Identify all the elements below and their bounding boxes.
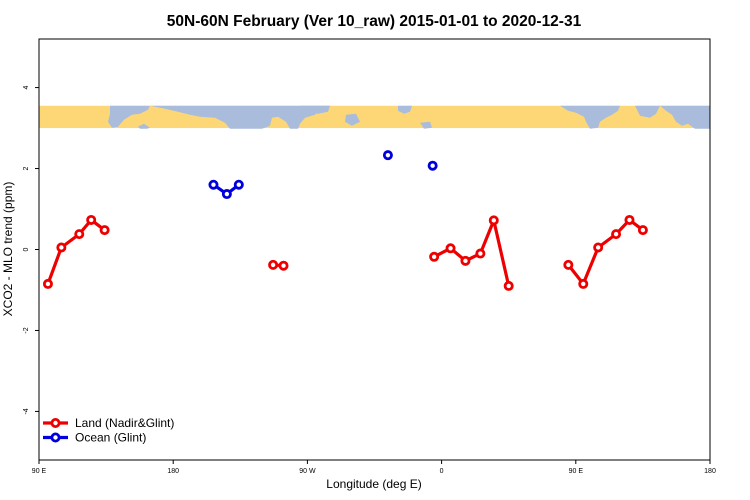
legend: Land (Nadir&Glint)Ocean (Glint) bbox=[43, 416, 174, 445]
map-band-ocean-1 bbox=[138, 123, 150, 129]
x-tick-label-1: 180 bbox=[167, 468, 179, 475]
map-band-ocean-8 bbox=[635, 105, 660, 118]
series-0-point-1-0 bbox=[268, 259, 279, 270]
series-0-point-0-0 bbox=[42, 278, 53, 289]
series-1 bbox=[208, 150, 438, 200]
map-band-ocean-9 bbox=[660, 105, 710, 129]
y-tick-label-3: 2 bbox=[23, 166, 30, 170]
chart-title: 50N-60N February (Ver 10_raw) 2015-01-01… bbox=[167, 13, 582, 30]
series-0-point-2-5 bbox=[503, 280, 514, 291]
map-band-ocean-6 bbox=[420, 121, 432, 129]
series-0-point-0-1 bbox=[56, 242, 67, 253]
series-0-point-3-3 bbox=[611, 229, 622, 240]
series-0 bbox=[42, 214, 648, 291]
world-map-band bbox=[39, 105, 710, 129]
x-tick-label-3: 0 bbox=[440, 468, 444, 475]
series-0-point-3-5 bbox=[637, 225, 648, 236]
map-band-ocean-2 bbox=[150, 105, 330, 129]
series-0-point-3-1 bbox=[578, 278, 589, 289]
map-band-ocean-3 bbox=[300, 105, 330, 114]
legend-label-1: Ocean (Glint) bbox=[75, 431, 146, 445]
map-band-ocean-4 bbox=[345, 113, 360, 126]
series-0-point-1-1 bbox=[278, 260, 289, 271]
y-tick-label-2: 0 bbox=[23, 247, 30, 251]
x-axis: 90 E 180 90 W 0 90 E 180 bbox=[32, 460, 716, 475]
map-band-ocean-5 bbox=[398, 105, 412, 114]
x-tick-label-0: 90 E bbox=[32, 468, 47, 475]
map-band-ocean-7 bbox=[560, 105, 620, 129]
legend-label-0: Land (Nadir&Glint) bbox=[75, 416, 174, 430]
series-0-point-2-0 bbox=[429, 251, 440, 262]
series-0-point-3-2 bbox=[593, 242, 604, 253]
x-tick-label-5: 180 bbox=[704, 468, 716, 475]
y-tick-label-0: -4 bbox=[23, 408, 30, 414]
series-1-point-1-0 bbox=[382, 150, 393, 161]
series-1-point-0-1 bbox=[221, 189, 232, 200]
series-0-point-2-3 bbox=[475, 248, 486, 259]
series-1-point-2-0 bbox=[427, 160, 438, 171]
y-tick-label-4: 4 bbox=[23, 86, 30, 90]
x-axis-label: Longitude (deg E) bbox=[326, 477, 421, 491]
y-tick-label-1: -2 bbox=[23, 327, 30, 333]
map-band-ocean-0 bbox=[108, 105, 150, 128]
series-0-point-2-4 bbox=[488, 215, 499, 226]
series-0-point-3-0 bbox=[563, 259, 574, 270]
series-0-point-2-2 bbox=[460, 255, 471, 266]
plot-background bbox=[39, 39, 710, 460]
x-tick-label-2: 90 W bbox=[299, 468, 316, 475]
series-1-point-0-2 bbox=[233, 179, 244, 190]
legend-marker-1 bbox=[50, 432, 61, 443]
series-layer bbox=[42, 150, 648, 291]
y-axis: -4 -2 0 2 4 bbox=[23, 86, 39, 415]
series-0-point-3-4 bbox=[624, 214, 635, 225]
y-axis-label: XCO2 - MLO trend (ppm) bbox=[1, 182, 15, 317]
series-1-point-0-0 bbox=[208, 179, 219, 190]
series-0-point-2-1 bbox=[445, 243, 456, 254]
series-0-point-0-2 bbox=[74, 229, 85, 240]
series-0-point-0-4 bbox=[99, 225, 110, 236]
series-0-point-0-3 bbox=[86, 214, 97, 225]
x-tick-label-4: 90 E bbox=[569, 468, 584, 475]
legend-marker-0 bbox=[50, 417, 61, 428]
